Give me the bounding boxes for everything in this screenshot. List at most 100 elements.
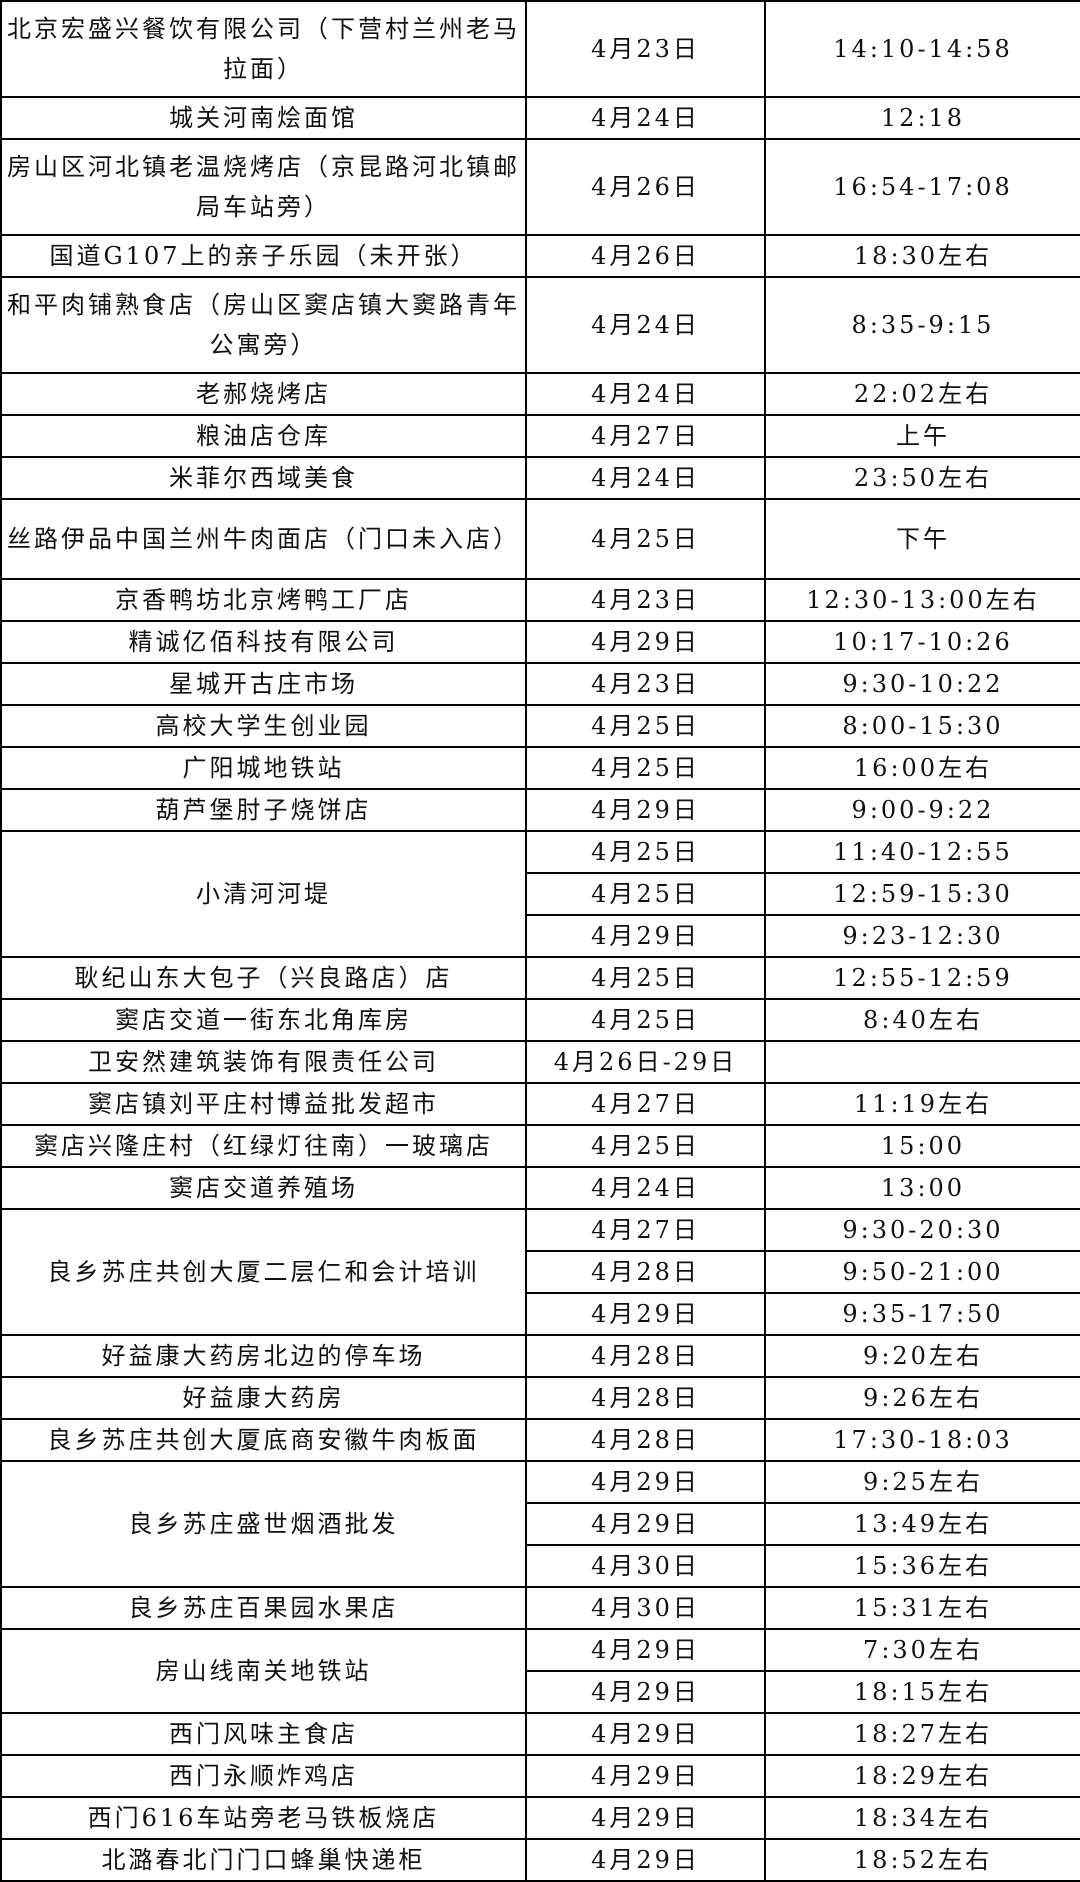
place-cell: 京香鸭坊北京烤鸭工厂店: [0, 578, 527, 622]
date-cell: 4月30日: [525, 1586, 766, 1630]
time-cell: 23:50左右: [764, 456, 1080, 500]
time-cell: 18:34左右: [764, 1796, 1080, 1840]
time-cell: 9:23-12:30: [764, 914, 1080, 958]
time-cell: 8:35-9:15: [764, 276, 1080, 374]
date-cell: 4月29日: [525, 788, 766, 832]
table-row: 葫芦堡肘子烧饼店 4月29日 9:00-9:22: [0, 788, 1080, 832]
date-cell: 4月25日: [525, 998, 766, 1042]
date-cell: 4月28日: [525, 1418, 766, 1462]
time-cell: 15:31左右: [764, 1586, 1080, 1630]
time-cell: 12:55-12:59: [764, 956, 1080, 1000]
time-cell: 9:25左右: [764, 1460, 1080, 1504]
date-cell: 4月25日: [525, 956, 766, 1000]
table-row: 4月29日 9:23-12:30: [1, 914, 1080, 958]
place-cell: 西门风味主食店: [0, 1712, 527, 1756]
place-cell: 好益康大药房: [0, 1376, 527, 1420]
time-cell: 11:40-12:55: [764, 830, 1080, 874]
time-cell: 18:52左右: [764, 1838, 1080, 1882]
table-row: 米菲尔西域美食 4月24日 23:50左右: [0, 456, 1080, 500]
table-row: 良乡苏庄共创大厦底商安徽牛肉板面 4月28日 17:30-18:03: [0, 1418, 1080, 1462]
time-cell: 7:30左右: [764, 1628, 1080, 1672]
place-cell: 良乡苏庄盛世烟酒批发: [0, 1460, 527, 1588]
date-cell: 4月24日: [525, 456, 766, 500]
table-row: 4月29日 18:15左右: [1, 1670, 1080, 1714]
date-cell: 4月25日: [525, 1124, 766, 1168]
date-cell: 4月24日: [525, 96, 766, 140]
date-cell: 4月24日: [525, 372, 766, 416]
table-row: 窦店兴隆庄村（红绿灯往南）一玻璃店 4月25日 15:00: [0, 1124, 1080, 1168]
place-cell: 城关河南烩面馆: [0, 96, 527, 140]
date-cell: 4月26日: [525, 138, 766, 236]
date-cell: 4月30日: [525, 1544, 766, 1588]
time-cell: 9:35-17:50: [764, 1292, 1080, 1336]
date-cell: 4月23日: [525, 662, 766, 706]
table-row: 城关河南烩面馆 4月24日 12:18: [0, 96, 1080, 140]
place-cell: 精诚亿佰科技有限公司: [0, 620, 527, 664]
table-row: 4月29日 9:35-17:50: [1, 1292, 1080, 1336]
table-row: 和平肉铺熟食店（房山区窦店镇大窦路青年公寓旁） 4月24日 8:35-9:15: [0, 276, 1080, 374]
date-cell: 4月29日: [525, 914, 766, 958]
date-cell: 4月28日: [525, 1250, 766, 1294]
date-cell: 4月29日: [525, 1838, 766, 1882]
date-cell: 4月29日: [525, 1628, 766, 1672]
time-cell: 9:30-20:30: [764, 1208, 1080, 1252]
table-row: 老郝烧烤店 4月24日 22:02左右: [0, 372, 1080, 416]
place-cell: 粮油店仓库: [0, 414, 527, 458]
time-cell: 10:17-10:26: [764, 620, 1080, 664]
time-cell: 上午: [764, 414, 1080, 458]
time-cell: 12:59-15:30: [764, 872, 1080, 916]
place-cell: 卫安然建筑装饰有限责任公司: [0, 1040, 527, 1084]
time-cell: 9:50-21:00: [764, 1250, 1080, 1294]
date-cell: 4月24日: [525, 1166, 766, 1210]
table-row: 4月28日 9:50-21:00: [1, 1250, 1080, 1294]
table-row: 良乡苏庄共创大厦二层仁和会计培训 4月27日 9:30-20:30: [0, 1208, 1080, 1336]
time-cell: 16:00左右: [764, 746, 1080, 790]
date-cell: 4月26日: [525, 234, 766, 278]
date-cell: 4月27日: [525, 1082, 766, 1126]
date-cell: 4月25日: [525, 830, 766, 874]
date-cell: 4月24日: [525, 276, 766, 374]
table-row: 窦店镇刘平庄村博益批发超市 4月27日 11:19左右: [0, 1082, 1080, 1126]
place-cell: 好益康大药房北边的停车场: [0, 1334, 527, 1378]
place-cell: 良乡苏庄共创大厦底商安徽牛肉板面: [0, 1418, 527, 1462]
place-cell: 耿纪山东大包子（兴良路店）店: [0, 956, 527, 1000]
date-cell: 4月28日: [525, 1334, 766, 1378]
date-cell: 4月29日: [525, 1292, 766, 1336]
time-cell: 8:40左右: [764, 998, 1080, 1042]
date-cell: 4月29日: [525, 1670, 766, 1714]
table-row: 好益康大药房 4月28日 9:26左右: [0, 1376, 1080, 1420]
place-cell: 西门永顺炸鸡店: [0, 1754, 527, 1798]
table-row: 窦店交道养殖场 4月24日 13:00: [0, 1166, 1080, 1210]
time-cell: 18:29左右: [764, 1754, 1080, 1798]
place-cell: 良乡苏庄百果园水果店: [0, 1586, 527, 1630]
place-cell: 丝路伊品中国兰州牛肉面店（门口未入店）: [0, 498, 527, 580]
table-row: 北京宏盛兴餐饮有限公司（下营村兰州老马拉面） 4月23日 14:10-14:58: [0, 0, 1080, 98]
table-row: 高校大学生创业园 4月25日 8:00-15:30: [0, 704, 1080, 748]
time-cell: 9:00-9:22: [764, 788, 1080, 832]
table-row: 西门永顺炸鸡店 4月29日 18:29左右: [0, 1754, 1080, 1798]
table-row: 西门616车站旁老马铁板烧店 4月29日 18:34左右: [0, 1796, 1080, 1840]
table-row: 广阳城地铁站 4月25日 16:00左右: [0, 746, 1080, 790]
table-row: 4月30日 15:36左右: [1, 1544, 1080, 1588]
table-row: 4月29日 13:49左右: [1, 1502, 1080, 1546]
time-cell: 14:10-14:58: [764, 0, 1080, 98]
time-cell: 18:27左右: [764, 1712, 1080, 1756]
place-cell: 北京宏盛兴餐饮有限公司（下营村兰州老马拉面）: [0, 0, 527, 98]
table-row: 丝路伊品中国兰州牛肉面店（门口未入店） 4月25日 下午: [0, 498, 1080, 580]
date-cell: 4月29日: [525, 1796, 766, 1840]
time-cell: 18:30左右: [764, 234, 1080, 278]
date-cell: 4月28日: [525, 1376, 766, 1420]
place-cell: 窦店镇刘平庄村博益批发超市: [0, 1082, 527, 1126]
table-row: 耿纪山东大包子（兴良路店）店 4月25日 12:55-12:59: [0, 956, 1080, 1000]
time-cell: 13:00: [764, 1166, 1080, 1210]
place-cell: 和平肉铺熟食店（房山区窦店镇大窦路青年公寓旁）: [0, 276, 527, 374]
table-row: 房山区河北镇老温烧烤店（京昆路河北镇邮局车站旁） 4月26日 16:54-17:08: [0, 138, 1080, 236]
date-cell: 4月29日: [525, 1754, 766, 1798]
place-cell: 星城开古庄市场: [0, 662, 527, 706]
date-cell: 4月25日: [525, 872, 766, 916]
place-cell: 窦店交道养殖场: [0, 1166, 527, 1210]
place-cell: 良乡苏庄共创大厦二层仁和会计培训: [0, 1208, 527, 1336]
time-cell: 8:00-15:30: [764, 704, 1080, 748]
place-cell: 窦店交道一街东北角库房: [0, 998, 527, 1042]
